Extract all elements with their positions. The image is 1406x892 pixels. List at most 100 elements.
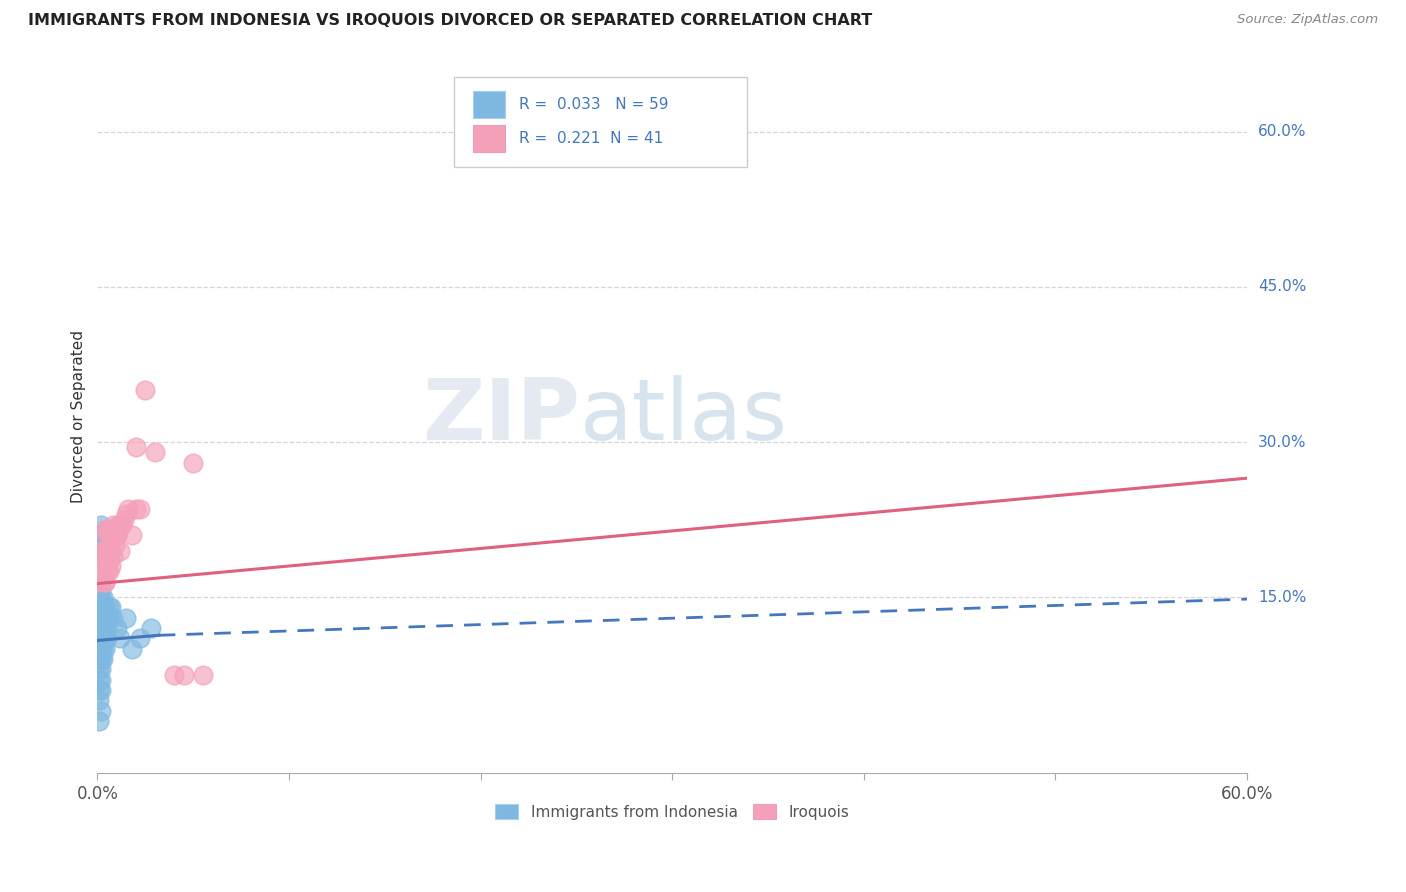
Y-axis label: Divorced or Separated: Divorced or Separated [72, 330, 86, 503]
Point [100, 528, 122, 542]
Point [94, 621, 117, 635]
Point [89, 574, 111, 589]
Point [96, 523, 118, 537]
Point [90, 704, 112, 718]
Point [89, 632, 111, 646]
Point [91, 538, 114, 552]
Text: Source: ZipAtlas.com: Source: ZipAtlas.com [1237, 13, 1378, 27]
Point [91, 652, 114, 666]
Point [90, 621, 112, 635]
Point [89, 693, 111, 707]
Point [90, 641, 112, 656]
Point [96, 632, 118, 646]
Point [105, 528, 128, 542]
Point [105, 621, 128, 635]
Bar [474, 91, 506, 118]
Point [96, 543, 118, 558]
Legend: Immigrants from Indonesia, Iroquois: Immigrants from Indonesia, Iroquois [489, 797, 855, 826]
Point [121, 641, 143, 656]
Point [101, 517, 124, 532]
Point [89, 610, 111, 624]
Point [94, 600, 117, 615]
Point [181, 456, 204, 470]
Text: 45.0%: 45.0% [1258, 279, 1306, 294]
Point [124, 440, 146, 454]
Point [112, 512, 135, 526]
Bar [474, 125, 506, 153]
Text: 15.0%: 15.0% [1258, 590, 1306, 605]
Point [90, 632, 112, 646]
Point [90, 652, 112, 666]
Point [90, 517, 112, 532]
Point [90, 652, 112, 666]
Point [89, 641, 111, 656]
Point [91, 554, 114, 568]
Point [89, 538, 111, 552]
Text: IMMIGRANTS FROM INDONESIA VS IROQUOIS DIVORCED OR SEPARATED CORRELATION CHART: IMMIGRANTS FROM INDONESIA VS IROQUOIS DI… [28, 13, 872, 29]
Point [89, 652, 111, 666]
Point [91, 632, 114, 646]
Point [96, 610, 118, 624]
Point [94, 610, 117, 624]
Text: ZIP: ZIP [422, 375, 581, 458]
Point [105, 528, 128, 542]
Point [97, 564, 120, 578]
Point [90, 641, 112, 656]
Point [89, 673, 111, 687]
Point [101, 549, 124, 563]
Point [91, 590, 114, 604]
Point [94, 574, 117, 589]
Point [89, 590, 111, 604]
Point [117, 502, 139, 516]
Text: R =  0.033   N = 59: R = 0.033 N = 59 [519, 97, 669, 112]
Point [121, 528, 143, 542]
Point [91, 523, 114, 537]
Point [191, 667, 214, 681]
Point [139, 621, 162, 635]
Point [89, 714, 111, 728]
Point [110, 517, 132, 532]
Text: 30.0%: 30.0% [1258, 434, 1306, 450]
Point [91, 641, 114, 656]
Point [107, 517, 129, 532]
Point [124, 502, 146, 516]
Point [128, 632, 150, 646]
Point [89, 662, 111, 676]
Point [94, 641, 117, 656]
Text: 60.0%: 60.0% [1258, 125, 1306, 139]
Point [91, 564, 114, 578]
Point [90, 683, 112, 698]
Point [101, 610, 124, 624]
Point [96, 564, 118, 578]
Point [90, 610, 112, 624]
Text: R =  0.221  N = 41: R = 0.221 N = 41 [519, 131, 664, 146]
Point [90, 673, 112, 687]
Point [173, 667, 195, 681]
Point [111, 517, 134, 532]
Point [89, 600, 111, 615]
Point [89, 528, 111, 542]
Point [90, 549, 112, 563]
Text: atlas: atlas [581, 375, 789, 458]
Point [90, 600, 112, 615]
Point [91, 621, 114, 635]
Point [91, 600, 114, 615]
Point [90, 543, 112, 558]
Point [128, 502, 150, 516]
Point [134, 384, 156, 398]
Point [94, 543, 117, 558]
Point [110, 543, 132, 558]
Point [163, 667, 186, 681]
Point [90, 554, 112, 568]
Point [100, 600, 122, 615]
Point [97, 600, 120, 615]
Point [115, 508, 138, 522]
Point [96, 621, 118, 635]
Point [143, 445, 166, 459]
Point [97, 528, 120, 542]
Point [110, 632, 132, 646]
Point [90, 610, 112, 624]
Point [91, 610, 114, 624]
FancyBboxPatch shape [454, 78, 747, 167]
Point [94, 574, 117, 589]
